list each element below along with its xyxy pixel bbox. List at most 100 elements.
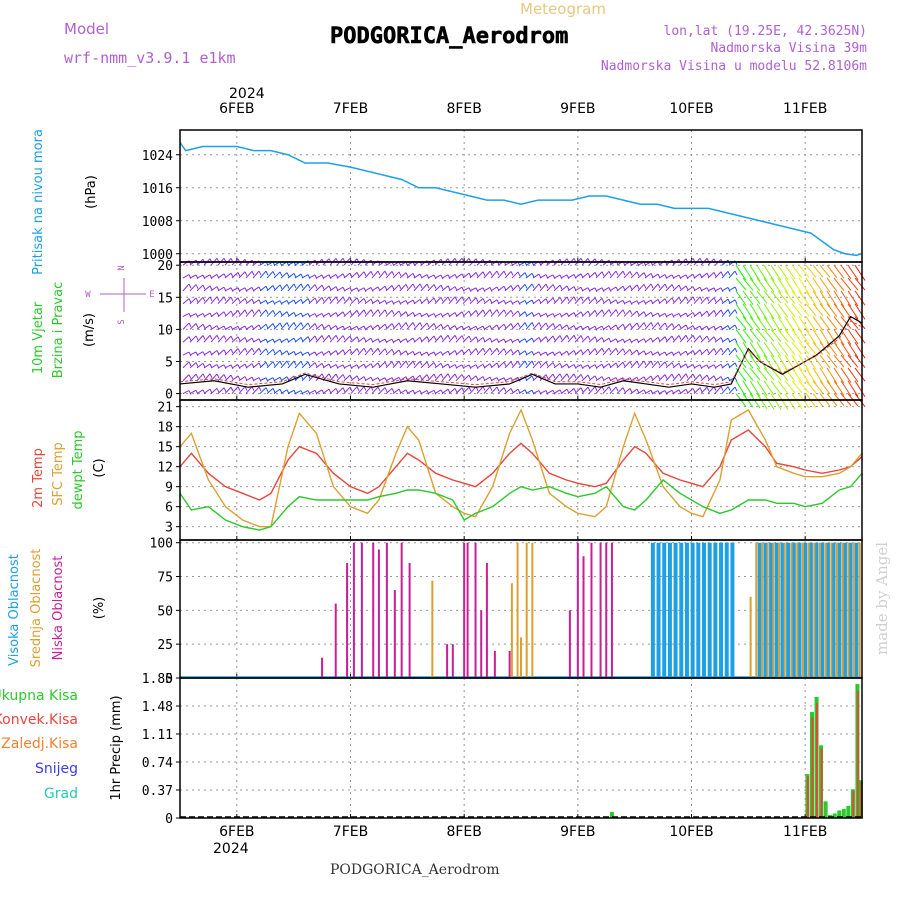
mid-cloud-bar — [813, 542, 816, 678]
wind-barb — [378, 299, 386, 305]
wind-barb — [371, 386, 379, 394]
y-tick-label: 0 — [165, 812, 173, 827]
wind-barb-feather — [258, 309, 262, 314]
wind-barb-feather — [314, 274, 318, 280]
wind-barb — [847, 341, 859, 359]
wind-barb — [217, 325, 225, 330]
wind-barb-feather — [328, 285, 332, 291]
wind-barb-feather — [440, 297, 444, 302]
wind-barb — [343, 374, 351, 382]
wind-barb-feather — [223, 311, 227, 317]
wind-barb-feather — [328, 296, 332, 302]
wind-barb — [427, 389, 435, 395]
high-cloud-bar — [702, 542, 707, 678]
wind-barb — [413, 322, 421, 330]
wind-barb — [238, 271, 246, 279]
wind-barb — [588, 287, 596, 292]
wind-barb — [210, 373, 218, 382]
wind-barb — [182, 390, 190, 395]
wind-barb-feather — [440, 373, 444, 379]
wind-barb — [672, 284, 680, 292]
wind-barb — [420, 390, 428, 395]
wind-barb-feather — [510, 271, 514, 276]
wind-barb-feather — [559, 284, 563, 290]
wind-barb — [266, 271, 274, 279]
wind-barb — [294, 298, 302, 305]
wind-barb-feather — [447, 274, 451, 280]
wind-barb — [798, 290, 810, 306]
wind-barb-feather — [279, 284, 283, 290]
wind-barb — [203, 285, 211, 292]
wind-barb-feather — [426, 322, 430, 328]
wind-barb — [616, 387, 624, 394]
wind-barb-feather — [594, 336, 598, 341]
wind-barb — [343, 348, 351, 356]
wind-barb — [637, 360, 645, 369]
wind-barb — [588, 325, 596, 330]
wind-barb — [637, 350, 645, 356]
model-label: Model — [64, 20, 109, 38]
wind-barb — [364, 337, 372, 343]
wind-barb-feather — [279, 360, 283, 366]
wind-barb-feather — [671, 362, 675, 367]
wind-barb — [182, 322, 190, 330]
wind-barb-feather — [349, 348, 353, 354]
wind-barb-feather — [363, 337, 367, 342]
wind-barb-feather — [720, 337, 724, 342]
wind-barb-feather — [482, 309, 486, 315]
wind-barb-feather — [286, 300, 290, 305]
wind-barb — [455, 349, 463, 356]
wind-barb — [791, 277, 803, 295]
wind-barb — [567, 325, 575, 330]
wind-barb — [742, 303, 754, 320]
wind-barb-feather — [279, 388, 283, 394]
low-cloud-bar — [605, 542, 608, 678]
wind-barb — [728, 386, 736, 394]
wind-barb — [749, 393, 761, 409]
wind-barb — [364, 376, 372, 382]
wind-barb-feather — [265, 270, 269, 276]
wind-barb — [574, 374, 582, 382]
wind-barb — [672, 335, 680, 343]
wind-barb — [812, 367, 824, 385]
wind-barb — [728, 338, 736, 343]
wind-barb — [231, 375, 239, 382]
wind-barb-feather — [272, 349, 276, 354]
wind-barb — [826, 354, 838, 368]
wind-barb-feather — [503, 377, 507, 382]
wind-barb — [833, 290, 845, 308]
high-cloud-bar — [730, 542, 735, 678]
wind-barb — [609, 309, 617, 317]
wind-barb — [504, 285, 512, 292]
wind-barb — [357, 271, 365, 279]
wind-barb — [777, 264, 789, 281]
wind-barb — [217, 311, 225, 317]
wind-barb-feather — [223, 335, 227, 340]
wind-barb — [294, 336, 302, 343]
wind-barb — [273, 338, 281, 343]
low-cloud-bar — [599, 542, 602, 678]
wind-barb-feather — [545, 390, 549, 395]
wind-barb-feather — [272, 300, 276, 305]
pressure-ylabel-text: Pritisak na nivou mora — [31, 129, 46, 275]
wind-barb-feather — [517, 360, 521, 366]
wind-barb — [672, 313, 680, 318]
wind-barb — [658, 283, 666, 292]
wind-barb-feather — [265, 348, 269, 353]
wind-barb — [490, 347, 498, 356]
wind-barb — [679, 285, 687, 292]
wind-barb — [777, 329, 789, 343]
bottom-date-label: 8FEB — [446, 824, 481, 840]
wind-barb — [756, 277, 768, 292]
wind-barb — [329, 325, 337, 330]
lonlat-text: lon,lat (19.25E, 42.3625N) — [664, 24, 868, 39]
wind-barb — [427, 313, 435, 318]
wind-barb-feather — [615, 309, 619, 314]
wind-barb — [189, 362, 197, 369]
wind-barb-feather — [412, 273, 416, 278]
mid-cloud-bar — [818, 542, 821, 678]
wind-barb-feather — [251, 309, 255, 314]
wind-barb-feather — [692, 335, 696, 340]
wind-barb — [189, 274, 197, 279]
wind-barb — [749, 367, 761, 381]
